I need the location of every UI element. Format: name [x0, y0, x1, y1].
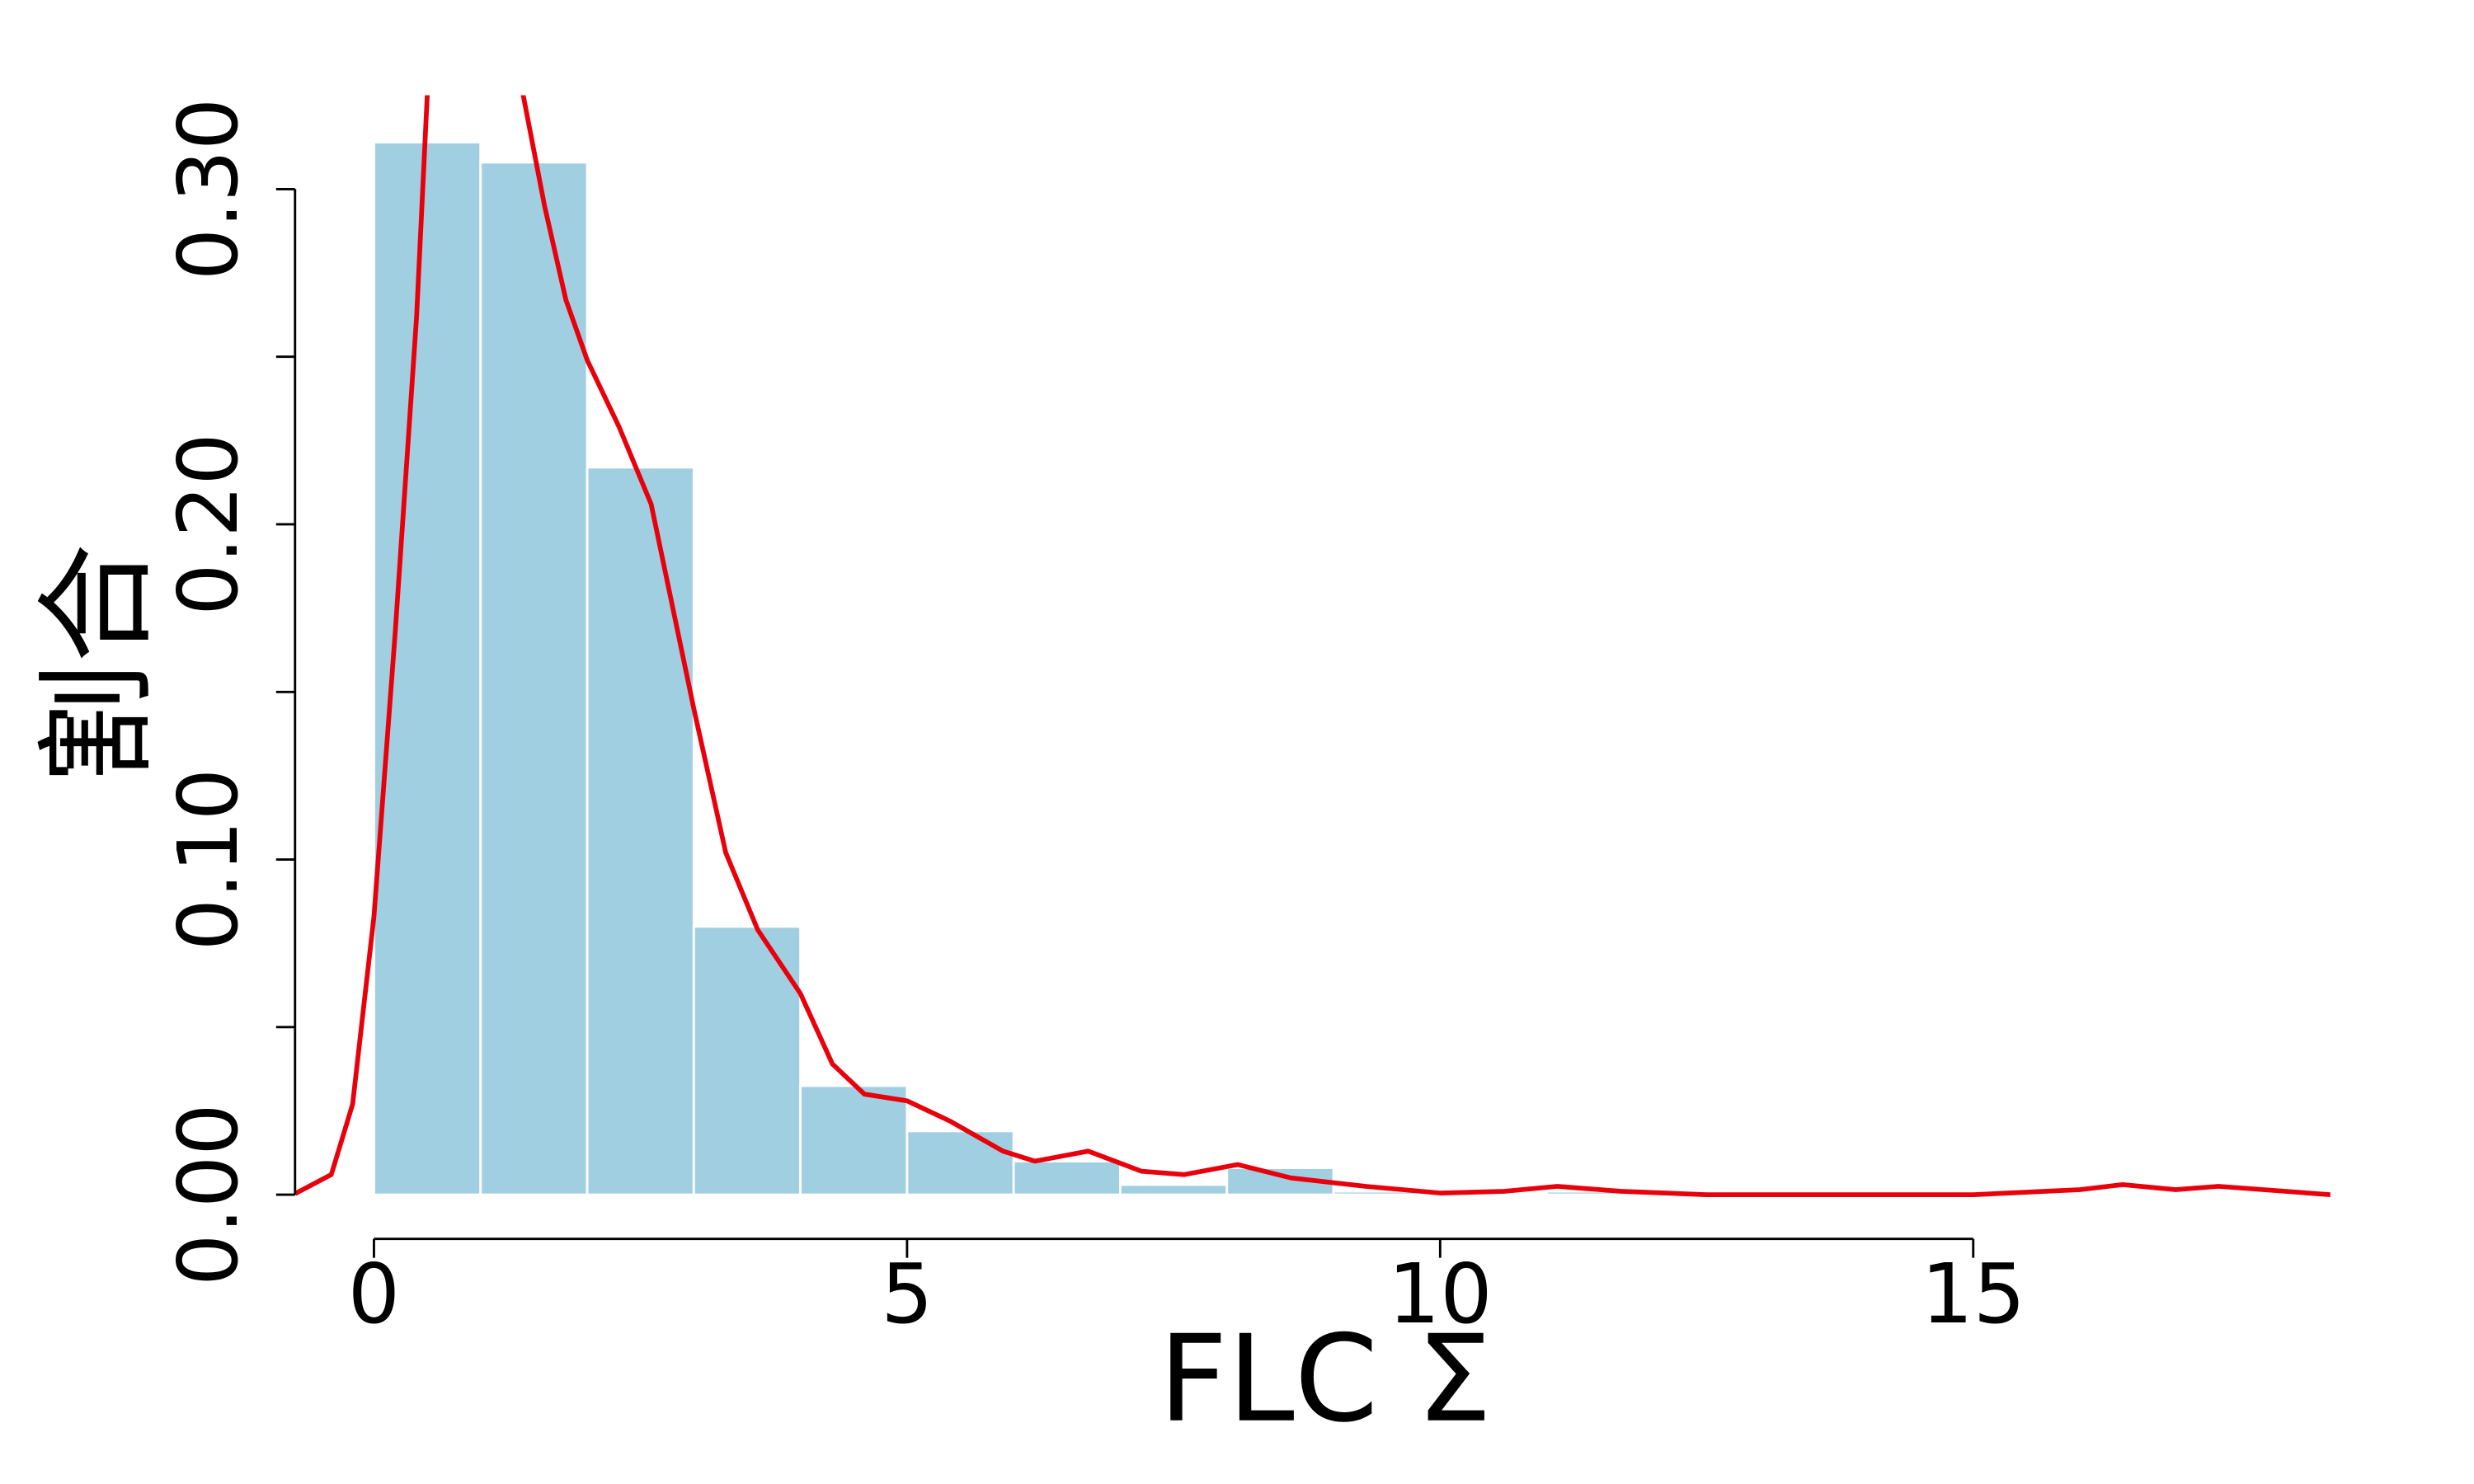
- x-axis-label: FLC Σ: [1159, 1310, 1492, 1449]
- y-tick-label: 0.20: [162, 433, 256, 615]
- bar: [2185, 1191, 2295, 1196]
- x-tick-label: 10: [1388, 1247, 1493, 1342]
- x-tick-label: 15: [1921, 1247, 2025, 1342]
- bar: [586, 466, 695, 1196]
- y-tick-label: 0.10: [162, 768, 256, 951]
- density-line: [294, 95, 2331, 1197]
- bar: [2078, 1191, 2188, 1196]
- bar: [905, 1129, 1015, 1196]
- bar: [373, 141, 482, 1196]
- y-tick-label: 0.30: [162, 98, 256, 280]
- bar: [799, 1084, 909, 1196]
- x-tick-label: 0: [348, 1247, 400, 1342]
- x-tick-label: 5: [881, 1247, 933, 1342]
- density-layer: [294, 95, 2331, 1197]
- bar: [1119, 1183, 1229, 1196]
- axes: 0 5 10 15 0.00 0.10 0.20 0.30: [162, 98, 2025, 1342]
- bar: [1012, 1160, 1122, 1196]
- y-axis-label: 割合: [28, 543, 167, 783]
- bar: [479, 161, 589, 1196]
- bars: [373, 141, 2295, 1196]
- y-tick-label: 0.00: [162, 1103, 256, 1285]
